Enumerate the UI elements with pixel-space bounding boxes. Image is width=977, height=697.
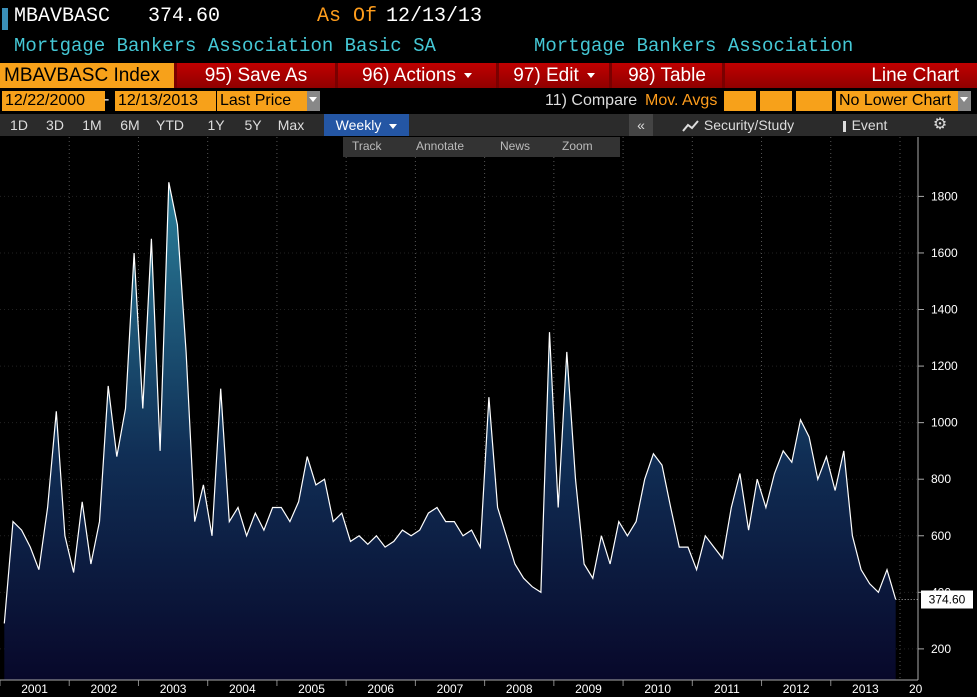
x-tick-label: 2007 <box>437 682 464 696</box>
button-label: 95) Save As <box>204 65 308 86</box>
x-tick-label: 2008 <box>506 682 533 696</box>
compare[interactable]: 11) Compare <box>545 92 638 109</box>
y-tick-label: 1600 <box>931 246 958 260</box>
period-tab[interactable]: YTD <box>156 117 184 133</box>
marker <box>2 8 8 30</box>
settings-button[interactable]: ⚙ <box>932 116 948 133</box>
y-tick-label: 600 <box>931 529 951 543</box>
x-tick-label: 2002 <box>90 682 117 696</box>
field-select[interactable]: Last Price <box>217 91 310 111</box>
study-icon <box>682 120 699 132</box>
y-tick-label: 1200 <box>931 359 958 373</box>
tab-bar <box>0 114 977 136</box>
x-tick-label: 2009 <box>575 682 602 696</box>
button-label: 98) Table <box>628 65 706 86</box>
field-dropdown[interactable] <box>307 91 320 111</box>
security-field[interactable]: MBAVBASC Index <box>0 63 174 88</box>
chart-type-button[interactable]: Line Chart <box>725 63 977 88</box>
period-tab[interactable]: 5Y <box>244 117 262 133</box>
x-tick-label: 2013 <box>852 682 879 696</box>
frequency: Weekly <box>335 117 382 133</box>
x-tick-label: 2010 <box>644 682 671 696</box>
x-tick-label: 2004 <box>229 682 256 696</box>
ticker: MBAVBASC <box>14 5 111 28</box>
y-tick-label: 200 <box>931 642 951 656</box>
button-label: Line Chart <box>871 65 959 86</box>
line <box>3 182 897 624</box>
x-tick-label: 20 <box>909 682 923 696</box>
study-label: Security/Study <box>703 117 795 133</box>
ma-box[interactable] <box>760 91 792 111</box>
period-tab[interactable]: 1D <box>10 117 28 133</box>
y-tick-label: 800 <box>931 472 951 486</box>
period-tab[interactable]: 3D <box>46 117 64 133</box>
last-price: 374.60 <box>148 5 221 28</box>
source: Mortgage Bankers Association <box>534 35 854 57</box>
separator: - <box>104 91 110 108</box>
y-tick-label: 1400 <box>931 303 958 317</box>
ma-box[interactable] <box>724 91 756 111</box>
lower-chart[interactable]: No Lower Chart <box>836 91 960 111</box>
actions-button[interactable]: 96) Actions <box>338 63 496 88</box>
frequency-select[interactable]: Weekly <box>324 114 409 136</box>
button-label: 96) Actions <box>362 65 456 86</box>
description: Mortgage Bankers Association Basic SA <box>14 35 436 57</box>
x-tick-label: 2005 <box>298 682 325 696</box>
ma-box[interactable] <box>796 91 832 111</box>
collapse-button[interactable]: « <box>629 114 653 136</box>
x-tick-label: 2001 <box>21 682 48 696</box>
event-button[interactable]: Event <box>830 114 900 136</box>
lower-dropdown[interactable] <box>958 91 971 111</box>
period-tab[interactable]: Max <box>277 117 305 133</box>
chart-tools <box>343 137 620 157</box>
start-date[interactable]: 12/22/2000 <box>2 91 105 111</box>
y-tick-label: 1000 <box>931 416 958 430</box>
save-as-button[interactable]: 95) Save As <box>177 63 335 88</box>
chart: 2001 2002 2003 2004 2005 2006 2007 2008 2009 2010… <box>0 137 973 696</box>
period-tab[interactable]: 6M <box>120 117 140 133</box>
x-tick-label: 2011 <box>714 682 740 696</box>
y-tick-label: 1800 <box>931 189 958 203</box>
edit-button[interactable]: 97) Edit <box>499 63 609 88</box>
chart-tool[interactable]: News <box>500 139 531 153</box>
event-label: Event <box>851 117 888 133</box>
chart-tool[interactable]: Track <box>352 139 382 153</box>
x-tick-label: 2012 <box>783 682 810 696</box>
chart-tool[interactable]: Zoom <box>562 139 593 153</box>
as-of-label: As Of <box>317 5 378 28</box>
last-value-label: 374.60 <box>929 593 966 607</box>
as-of-date: 12/13/13 <box>386 5 483 28</box>
button-label: 97) Edit <box>513 65 579 86</box>
mov-avgs[interactable]: Mov. Avgs <box>645 92 718 109</box>
area <box>4 182 896 681</box>
end-date[interactable]: 12/13/2013 <box>115 91 216 111</box>
x-tick-label: 2003 <box>160 682 187 696</box>
table-button[interactable]: 98) Table <box>612 63 722 88</box>
x-tick-label: 2006 <box>367 682 394 696</box>
chart-tool[interactable]: Annotate <box>416 139 465 153</box>
last-value-tag <box>921 590 973 609</box>
period-tab[interactable]: 1M <box>82 117 102 133</box>
period-tab[interactable]: 1Y <box>207 117 225 133</box>
study-button[interactable]: Security/Study <box>668 114 808 136</box>
